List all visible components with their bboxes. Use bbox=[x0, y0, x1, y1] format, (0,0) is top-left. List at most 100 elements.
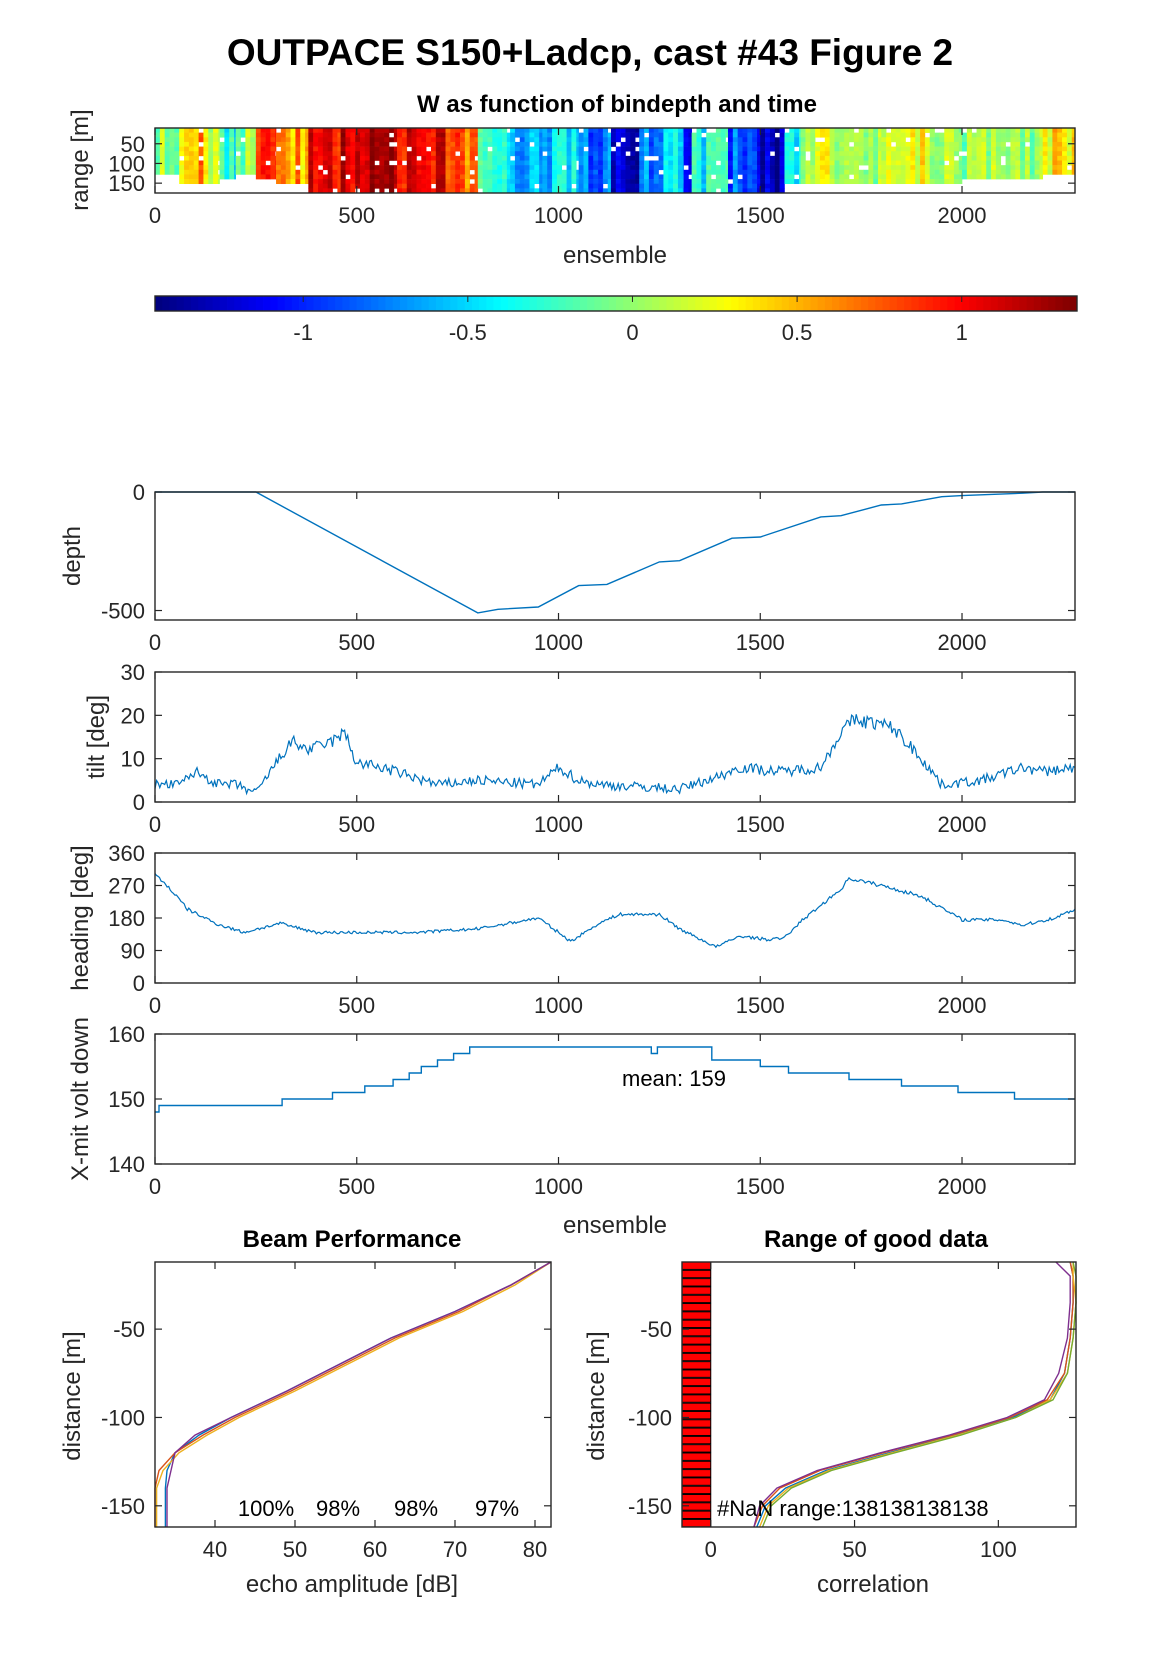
w-cell bbox=[644, 169, 650, 175]
w-cell bbox=[345, 188, 351, 194]
w-cell bbox=[217, 146, 220, 152]
w-cell bbox=[881, 179, 887, 185]
w-cell bbox=[556, 188, 563, 194]
w-cell bbox=[426, 169, 432, 175]
w-cell bbox=[635, 165, 640, 171]
w-cell bbox=[1039, 174, 1044, 180]
w-cell bbox=[350, 146, 356, 152]
w-cell bbox=[534, 160, 540, 166]
w-cell bbox=[895, 146, 901, 152]
w-cell bbox=[578, 132, 584, 138]
w-cell bbox=[873, 141, 879, 147]
w-cell bbox=[891, 137, 897, 143]
w-cell bbox=[355, 137, 361, 143]
w-cell bbox=[765, 146, 771, 152]
w-cell bbox=[810, 132, 816, 138]
w-cell bbox=[188, 179, 195, 185]
w-cell bbox=[542, 183, 548, 189]
w-cell bbox=[421, 132, 427, 138]
w-cell bbox=[340, 183, 346, 189]
w-cell bbox=[895, 137, 901, 143]
w-cell bbox=[198, 151, 204, 157]
w-cell bbox=[715, 179, 722, 185]
w-cell bbox=[863, 146, 869, 152]
w-cell bbox=[878, 141, 882, 147]
w-cell bbox=[260, 174, 266, 180]
w-cell bbox=[364, 165, 370, 171]
w-cell bbox=[653, 128, 659, 133]
w-cell bbox=[863, 137, 869, 143]
colorbar-segment bbox=[522, 296, 530, 311]
w-cell bbox=[322, 137, 329, 143]
w-cell bbox=[566, 146, 572, 152]
w-cell bbox=[159, 146, 165, 152]
w-cell bbox=[760, 179, 766, 185]
w-cell bbox=[1010, 169, 1016, 175]
w-cell bbox=[620, 128, 626, 133]
w-cell bbox=[873, 146, 879, 152]
nan-bar bbox=[681, 1344, 712, 1353]
w-cell bbox=[234, 155, 237, 161]
w-cell bbox=[934, 137, 940, 143]
w-cell bbox=[193, 137, 199, 143]
colorbar-segment bbox=[968, 296, 977, 311]
w-cell bbox=[760, 128, 766, 133]
w-cell bbox=[658, 128, 664, 133]
w-cell bbox=[976, 160, 982, 166]
w-cell bbox=[774, 169, 780, 175]
x-tick-label: 40 bbox=[203, 1537, 227, 1562]
colorbar-segment bbox=[457, 296, 466, 311]
w-cell bbox=[250, 141, 256, 147]
w-cell bbox=[673, 132, 679, 138]
w-cell bbox=[760, 160, 766, 166]
w-cell bbox=[529, 165, 535, 171]
w-cell bbox=[1039, 137, 1044, 143]
w-cell bbox=[229, 128, 235, 133]
w-cell bbox=[1039, 141, 1044, 147]
colorbar-segment bbox=[1069, 296, 1078, 311]
w-cell bbox=[1042, 132, 1048, 138]
w-cell bbox=[384, 160, 390, 166]
w-cell bbox=[900, 155, 906, 161]
range-panel-ylabel: distance [m] bbox=[583, 1331, 610, 1460]
w-cell bbox=[953, 179, 960, 185]
w-cell bbox=[1020, 169, 1026, 175]
w-cell bbox=[217, 155, 220, 161]
w-cell bbox=[552, 183, 558, 189]
x-tick-label: 0 bbox=[149, 203, 161, 228]
w-cell bbox=[1047, 137, 1053, 143]
w-cell bbox=[844, 128, 850, 133]
w-cell bbox=[492, 183, 498, 189]
w-cell bbox=[350, 151, 356, 157]
w-cell bbox=[981, 160, 987, 166]
w-cell bbox=[421, 146, 427, 152]
w-cell bbox=[1024, 137, 1031, 143]
nan-bar bbox=[681, 1286, 712, 1295]
w-cell bbox=[539, 165, 543, 171]
w-cell bbox=[524, 165, 530, 171]
w-cell bbox=[313, 132, 319, 138]
w-cell bbox=[760, 174, 766, 180]
w-cell bbox=[524, 132, 530, 138]
w-cell bbox=[174, 146, 180, 152]
w-cell bbox=[805, 174, 811, 180]
w-cell bbox=[720, 137, 726, 143]
w-cell bbox=[159, 137, 165, 143]
w-cell bbox=[193, 132, 199, 138]
w-cell bbox=[364, 174, 370, 180]
w-cell bbox=[359, 183, 366, 189]
w-cell bbox=[224, 174, 230, 180]
w-cell bbox=[524, 141, 530, 147]
w-cell bbox=[981, 155, 987, 161]
w-cell bbox=[583, 155, 589, 161]
w-cell bbox=[193, 146, 199, 152]
w-cell bbox=[900, 151, 906, 157]
w-cell bbox=[379, 165, 385, 171]
w-cell bbox=[534, 128, 540, 133]
w-cell bbox=[416, 183, 422, 189]
w-cell bbox=[991, 128, 997, 133]
w-cell bbox=[752, 165, 758, 171]
w-cell bbox=[529, 183, 535, 189]
w-cell bbox=[337, 141, 341, 147]
colorbar-segment bbox=[1055, 296, 1063, 311]
